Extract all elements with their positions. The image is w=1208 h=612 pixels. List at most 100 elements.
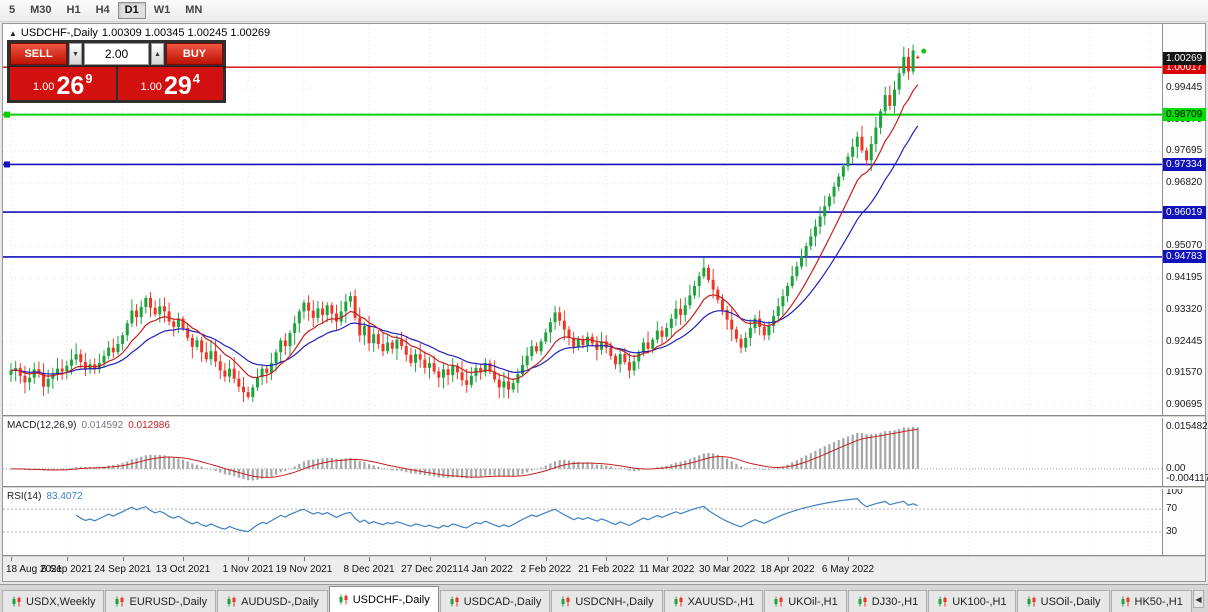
date-axis-label: 24 Sep 2021 — [94, 564, 151, 575]
timeframe-button-H1[interactable]: H1 — [66, 4, 81, 16]
chart-tab-label: AUDUSD-,Daily — [241, 595, 319, 608]
chart-tab-label: USDCAD-,Daily — [463, 595, 542, 608]
rsi-scale-label: 70 — [1166, 503, 1178, 515]
chart-tab-eurusd-daily[interactable]: EURUSD-,Daily — [105, 590, 217, 612]
candlestick-chart-icon — [560, 596, 571, 607]
date-tick — [183, 557, 185, 561]
rsi-scale-label: 100 — [1166, 486, 1183, 497]
buy-button[interactable]: BUY — [166, 43, 223, 65]
volume-input[interactable]: 2.00 — [84, 43, 149, 65]
macd-histogram — [9, 426, 919, 481]
date-tick — [122, 557, 124, 561]
chart-tab-audusd-daily[interactable]: AUDUSD-,Daily — [217, 590, 328, 612]
date-axis-label: 18 Aug 2021 — [6, 564, 63, 575]
chart-tab-label: USDCNH-,Daily — [575, 595, 654, 608]
timeframe-button-MN[interactable]: MN — [185, 4, 203, 16]
candlestick-chart-icon — [114, 596, 125, 607]
sell-price-pips: 26 — [56, 71, 85, 100]
date-axis-label: 11 Mar 2022 — [638, 564, 695, 575]
chart-tab-label: USDCHF-,Daily — [352, 593, 430, 606]
chart-tab-bar: USDX,Weekly EURUSD-,Daily AUDUSD-,Daily USD… — [0, 584, 1208, 612]
date-tick — [606, 557, 608, 561]
rsi-panel[interactable]: RSI(14) 83.4072 — [3, 489, 1162, 555]
macd-value-signal: 0.012986 — [128, 420, 170, 431]
trade-panel-collapse-icon[interactable]: ▲ — [9, 29, 17, 38]
date-axis-label: 13 Oct 2021 — [155, 564, 211, 575]
date-axis-label: 27 Dec 2021 — [401, 564, 458, 575]
chart-tab-label: UK100-,H1 — [952, 595, 1007, 608]
macd-indicator-label: MACD(12,26,9) 0.014592 0.012986 — [7, 420, 175, 431]
price-axis[interactable]: 0.994450.985700.976950.968200.950700.941… — [1162, 24, 1208, 557]
timeframe-button-H4[interactable]: H4 — [95, 4, 110, 16]
hline-handle[interactable] — [4, 161, 10, 168]
date-tick — [485, 557, 487, 561]
candlestick-chart-icon — [338, 594, 349, 605]
date-tick — [727, 557, 729, 561]
chart-tab-usdcnh-daily[interactable]: USDCNH-,Daily — [551, 590, 663, 612]
chart-tab-ukoil-h1[interactable]: UKOil-,H1 — [764, 590, 847, 612]
hline-handle[interactable] — [4, 111, 10, 118]
price-tick-label: 0.91570 — [1166, 367, 1203, 379]
volume-decrease-button[interactable]: ▼ — [69, 43, 82, 65]
chart-tab-usdx-weekly[interactable]: USDX,Weekly — [2, 590, 105, 612]
date-axis-label: 30 Mar 2022 — [699, 564, 756, 575]
ma-fast-line — [10, 84, 919, 380]
chart-tab-usdcad-daily[interactable]: USDCAD-,Daily — [439, 590, 551, 612]
timeframe-button-W1[interactable]: W1 — [153, 4, 171, 16]
panel-resize-separator[interactable] — [3, 486, 1205, 489]
one-click-trade-panel: SELL ▼ 2.00 ▲ BUY 1.00 26 9 1.00 29 4 — [7, 40, 226, 103]
price-tick-label: 0.90695 — [1166, 399, 1203, 411]
date-tick — [11, 557, 12, 561]
price-level-badge: 0.97334 — [1163, 157, 1206, 171]
candles-layer — [9, 44, 920, 403]
chart-tab-xauusd-h1[interactable]: XAUUSD-,H1 — [663, 590, 764, 612]
price-tick-label: 0.95070 — [1166, 240, 1203, 252]
date-tick — [787, 557, 789, 561]
panel-resize-separator[interactable] — [3, 555, 1205, 557]
macd-signal-line — [10, 428, 918, 478]
volume-increase-button[interactable]: ▲ — [151, 43, 164, 65]
date-tick — [666, 557, 668, 561]
chart-tab-dj30-h1[interactable]: DJ30-,H1 — [847, 590, 928, 612]
candlestick-chart-icon — [1026, 596, 1037, 607]
date-tick — [66, 557, 68, 561]
timeframe-button-M30[interactable]: M30 — [30, 4, 52, 16]
tab-scroll-left-button[interactable]: ◀ — [1192, 590, 1204, 608]
sell-price-display[interactable]: 1.00 26 9 — [10, 67, 116, 100]
buy-price-pips: 29 — [163, 71, 192, 100]
macd-scale-label: -0.004117 — [1166, 473, 1208, 484]
chart-frame: ▲ USDCHF-,Daily 1.00309 1.00345 1.00245 1.… — [2, 23, 1208, 582]
chart-symbol-period: USDCHF-,Daily — [20, 27, 98, 39]
chart-tab-uk100-h1[interactable]: UK100-,H1 — [928, 590, 1016, 612]
date-tick — [369, 557, 371, 561]
current-price-badge: 1.00269 — [1163, 51, 1206, 65]
date-axis[interactable]: 18 Aug 2021 6 Sep 2021 24 Sep 2021 13 Oct 2… — [3, 557, 1205, 581]
candlestick-chart-icon — [937, 596, 948, 607]
chart-tab-usdchf-daily[interactable]: USDCHF-,Daily — [328, 586, 439, 612]
candlestick-chart-icon — [11, 596, 22, 607]
chart-tab-label: USOil-,Daily — [1040, 595, 1101, 608]
timeframe-button-5[interactable]: 5 — [9, 4, 16, 16]
macd-panel[interactable]: MACD(12,26,9) 0.014592 0.012986 — [3, 418, 1162, 486]
main-chart-plot[interactable]: ▲ USDCHF-,Daily 1.00309 1.00345 1.00245 1.… — [3, 24, 1162, 415]
timeframe-button-D1[interactable]: D1 — [117, 2, 146, 19]
price-tick-label: 0.93320 — [1166, 303, 1203, 315]
sell-button[interactable]: SELL — [10, 43, 67, 65]
sell-price-pipette: 9 — [85, 71, 93, 86]
date-tick — [429, 557, 431, 561]
panel-resize-separator[interactable] — [3, 415, 1205, 418]
candlestick-chart-icon — [449, 596, 460, 607]
chart-tab-usoil-daily[interactable]: USOil-,Daily — [1016, 590, 1110, 612]
chart-tab-label: HK50-,H1 — [1134, 595, 1183, 608]
rsi-line — [75, 498, 918, 533]
candlestick-chart-icon — [773, 596, 784, 607]
chart-title: ▲ USDCHF-,Daily 1.00309 1.00345 1.00245 1.… — [9, 27, 274, 39]
price-level-badge: 0.96019 — [1163, 205, 1206, 219]
price-level-badge: 0.94783 — [1163, 250, 1206, 264]
candlestick-chart-icon — [857, 596, 868, 607]
chart-tab-label: UKOil-,H1 — [788, 595, 838, 608]
candlestick-chart — [3, 24, 1162, 415]
chart-tab-hk50-h1[interactable]: HK50-,H1 — [1110, 590, 1192, 612]
buy-price-display[interactable]: 1.00 29 4 — [117, 67, 223, 100]
macd-chart — [3, 418, 1162, 486]
